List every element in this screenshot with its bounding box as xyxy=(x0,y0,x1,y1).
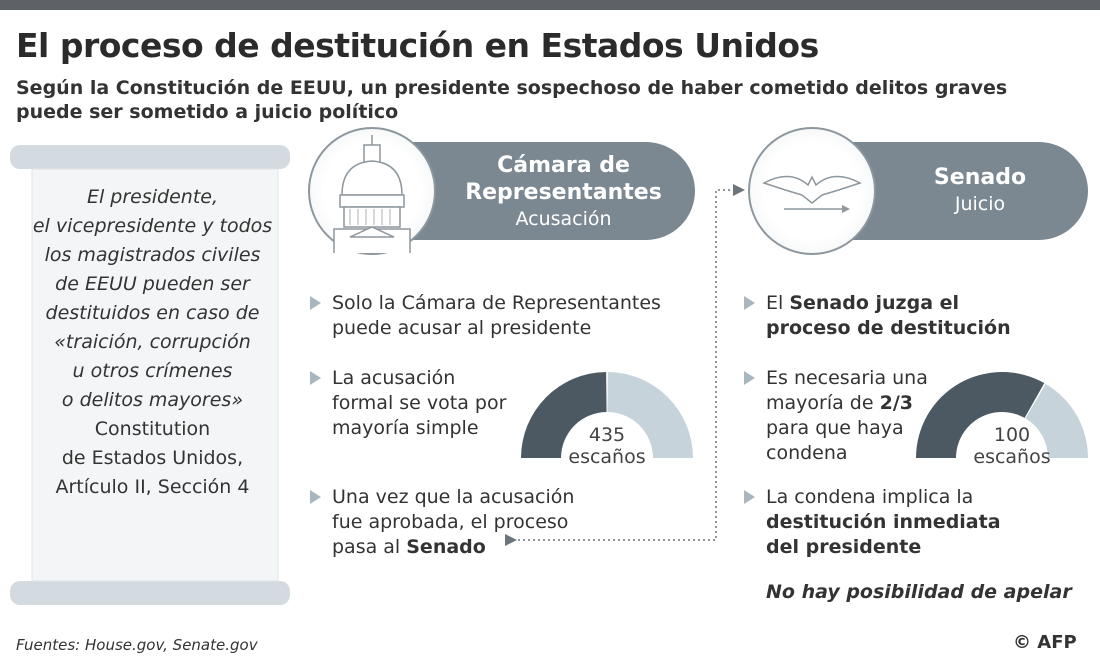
quote-line: de EEUU pueden ser xyxy=(55,273,250,295)
house-gauge-label: 435 escaños xyxy=(547,424,667,468)
senate-gauge-label: 100 escaños xyxy=(952,424,1072,468)
majority-segment xyxy=(521,372,607,458)
bullet-text: El xyxy=(766,292,790,314)
bullet-text: para que haya condena xyxy=(766,417,904,464)
bullet-bold-text: 2/3 xyxy=(879,392,913,414)
bullet-arrow-icon xyxy=(744,296,755,310)
top-bar xyxy=(0,0,1100,10)
senate-bullet-1: El Senado juzga el proceso de destitució… xyxy=(744,291,1026,341)
bullet-text: La condena implica la xyxy=(766,486,974,508)
quote-line: «traición, corrupción xyxy=(54,331,251,353)
bullet-text: La acusación formal se vota por mayoría … xyxy=(332,367,507,439)
sources: Fuentes: House.gov, Senate.gov xyxy=(16,636,258,654)
senate-note: No hay posibilidad de apelar xyxy=(766,581,1072,603)
scroll-illustration xyxy=(10,145,290,605)
minority-segment xyxy=(1025,383,1088,458)
quote-line: el vicepresidente y todos xyxy=(32,215,273,237)
connector-arrow xyxy=(505,184,745,546)
afp-logo: © AFP xyxy=(1013,632,1077,653)
house-bullet-3: Una vez que la acusación fue aprobada, e… xyxy=(310,485,582,560)
house-title: Cámara de xyxy=(497,153,630,178)
senate-subtitle: Juicio xyxy=(954,193,1006,215)
house-icon-circle xyxy=(308,127,436,255)
majority-segment xyxy=(916,372,1045,458)
source-line: Artículo II, Sección 4 xyxy=(55,476,250,498)
seat-unit: escaños xyxy=(973,446,1051,468)
house-subtitle: Acusación xyxy=(515,208,612,230)
quote-line: destituidos en caso de xyxy=(45,302,260,324)
bullet-arrow-icon xyxy=(310,296,321,310)
capitol-icon xyxy=(333,135,411,253)
quote-line: u otros crímenes xyxy=(72,360,233,382)
house-seats-gauge xyxy=(521,372,693,458)
senate-bullet-3: La condena implica la destitución inmedi… xyxy=(744,485,1026,560)
source-line: de Estados Unidos, xyxy=(61,447,244,469)
senate-bullet-2: Es necesaria una mayoría de 2/3 para que… xyxy=(744,366,936,466)
source-line: Constitution xyxy=(94,418,211,440)
constitution-quote: El presidente, el vicepresidente y todos… xyxy=(30,183,275,502)
quote-line: El presidente, xyxy=(86,186,219,208)
bullet-bold-text: destitución inmediata del presidente xyxy=(766,511,1001,558)
seat-unit: escaños xyxy=(568,446,646,468)
bullet-bold-text: Senado juzga el proceso de destitución xyxy=(766,292,1011,339)
senate-seats-gauge xyxy=(916,372,1088,458)
senate-icon-circle xyxy=(748,127,876,255)
minority-segment xyxy=(607,372,693,458)
bullet-arrow-icon xyxy=(310,371,321,385)
page-subtitle: Según la Constitución de EEUU, un presid… xyxy=(16,77,1008,123)
house-title: Representantes xyxy=(465,180,662,205)
seat-count: 435 xyxy=(588,424,626,446)
page-title: El proceso de destitución en Estados Uni… xyxy=(16,26,819,65)
seat-count: 100 xyxy=(993,424,1031,446)
bullet-arrow-icon xyxy=(310,490,321,504)
bullet-text: Una vez que la acusación fue aprobada, e… xyxy=(332,486,575,558)
bullet-text: Es necesaria una mayoría de xyxy=(766,367,928,414)
bullet-bold-text: Senado xyxy=(406,536,486,558)
quote-line: o delitos mayores» xyxy=(61,389,244,411)
quote-line: los magistrados civiles xyxy=(44,244,261,266)
eagle-seal-icon xyxy=(762,175,862,213)
house-bullet-1: Solo la Cámara de Representantes puede a… xyxy=(310,291,672,341)
house-bullet-2: La acusación formal se vota por mayoría … xyxy=(310,366,517,441)
bullet-text: Solo la Cámara de Representantes puede a… xyxy=(332,292,661,339)
senate-title: Senado xyxy=(933,165,1027,190)
bullet-arrow-icon xyxy=(744,371,755,385)
bullet-arrow-icon xyxy=(744,490,755,504)
